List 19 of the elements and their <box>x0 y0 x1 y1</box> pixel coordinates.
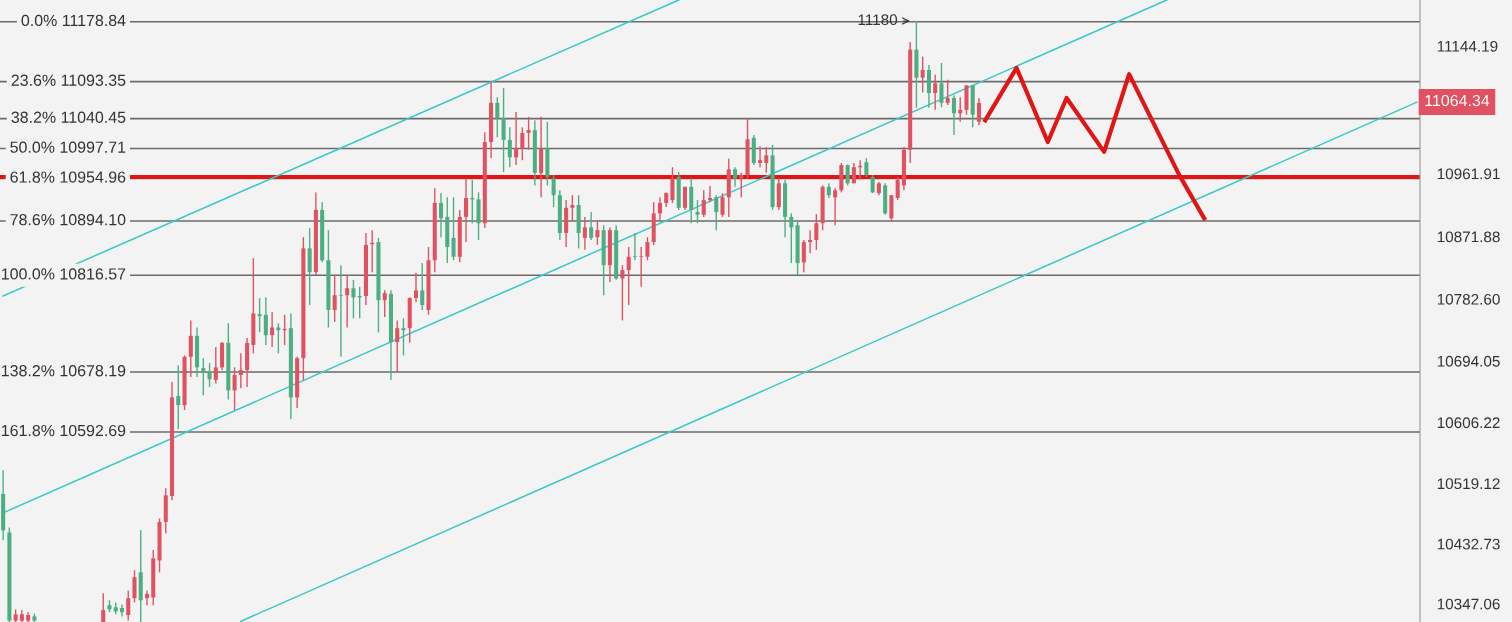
y-tick-label: 11144.19 <box>1437 40 1498 52</box>
y-tick-label: 10782.60 <box>1437 293 1500 305</box>
ref-line-label: 161.8% 10592.69 <box>2 424 126 437</box>
y-tick-label: 10432.73 <box>1437 538 1500 550</box>
y-tick-label: 10871.88 <box>1437 231 1500 243</box>
y-tick-label: 10694.05 <box>1437 355 1500 367</box>
ref-line-label: 100.0% 10816.57 <box>2 268 126 280</box>
ref-line-label: 0.0% 11178.84 <box>21 14 126 27</box>
ref-line-label: 38.2% 11040.45 <box>11 111 126 123</box>
ref-line-label: 23.6% 11093.35 <box>11 74 126 86</box>
ref-line-label: 50.0% 10997.71 <box>10 141 126 153</box>
y-tick-label: 10519.12 <box>1437 478 1500 490</box>
y-tick-label: 10606.22 <box>1437 417 1500 429</box>
ref-line-label: 138.2% 10678.19 <box>2 365 126 377</box>
y-tick-label: 10961.91 <box>1437 168 1500 180</box>
text: 11064.34 <box>1425 94 1490 107</box>
ref-line-label: 61.8% 10954.96 <box>10 171 126 183</box>
y-tick-label: 10347.06 <box>1437 598 1500 610</box>
ref-line-label: 78.6% 10894.10 <box>10 214 126 226</box>
